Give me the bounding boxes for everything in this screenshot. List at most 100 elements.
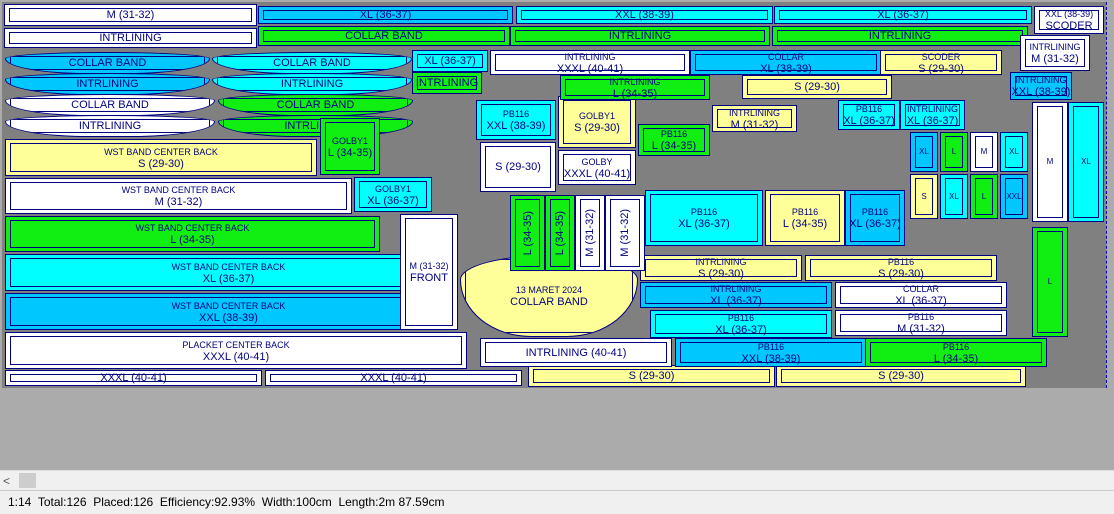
marker-piece[interactable]: XL [910, 132, 938, 172]
marker-piece[interactable]: PB116 S (29-30) [805, 255, 997, 281]
marker-piece[interactable]: M (31-32) [4, 4, 257, 26]
scroll-left-arrow-icon[interactable]: < [3, 474, 11, 488]
piece-size-label: M (31-32) [584, 209, 596, 257]
marker-piece[interactable]: PB116 L (34-35) [638, 124, 710, 156]
marker-piece[interactable]: M [1032, 102, 1068, 222]
piece-size-label: S (29-30) [878, 268, 924, 280]
marker-layout[interactable]: M (31-32) INTRLINING XL (36-37) XXL (38-39)… [2, 2, 1106, 388]
marker-piece[interactable]: PLACKET CENTER BACK XXXL (40-41) [5, 332, 467, 369]
marker-piece[interactable]: COLLAR BAND [5, 94, 215, 116]
piece-size-label: L (34-35) [651, 140, 697, 152]
marker-piece[interactable]: XXL (38-39) [516, 6, 773, 24]
marker-piece[interactable]: PB116 XL (36-37) [845, 190, 905, 246]
piece-label-secondary: WST BAND CENTER BACK [171, 261, 286, 272]
marker-piece[interactable]: INTRLINING S (29-30) [640, 255, 802, 281]
marker-piece[interactable]: XL (36-37) [258, 6, 513, 24]
piece-size-label: COLLAR BAND [68, 57, 147, 69]
marker-piece[interactable]: S (29-30) [528, 365, 775, 387]
marker-piece[interactable]: COLLAR XL (38-39) [690, 50, 882, 75]
marker-piece[interactable]: INTRLINING [5, 115, 215, 137]
piece-size-label: L (34-35) [170, 234, 215, 246]
piece-label-secondary: M (31-32) [409, 261, 449, 271]
marker-piece[interactable]: PB116 M (31-32) [835, 310, 1007, 336]
marker-piece[interactable]: XL [940, 174, 968, 219]
marker-piece[interactable]: M (31-32) [575, 195, 605, 271]
marker-piece[interactable]: L (34-35) [545, 195, 575, 271]
marker-piece[interactable]: WST BAND CENTER BACK M (31-32) [5, 178, 352, 214]
marker-piece[interactable]: COLLAR BAND [258, 26, 510, 46]
marker-piece[interactable]: INTRLINING [412, 72, 482, 94]
marker-piece[interactable]: WST BAND CENTER BACK S (29-30) [5, 139, 317, 176]
piece-size-label: XXL (38-39) [741, 352, 801, 365]
marker-piece[interactable]: INTRLINING [4, 28, 257, 48]
piece-label-secondary: XXL (38-39) [1044, 9, 1094, 19]
marker-piece[interactable]: INTRLINING [212, 73, 412, 95]
marker-piece[interactable]: XXL (38-39) SCODER [1034, 6, 1104, 34]
marker-piece[interactable]: COLLAR BAND [212, 52, 412, 74]
piece-label-secondary: WST BAND CENTER BACK [121, 185, 236, 195]
marker-piece[interactable]: XXXL (40-41) [265, 370, 522, 386]
marker-piece[interactable]: INTRLINING (40-41) [480, 338, 672, 367]
marker-canvas[interactable]: M (31-32) INTRLINING XL (36-37) XXL (38-39)… [0, 0, 1114, 470]
marker-piece[interactable]: PB116 XXL (38-39) [476, 100, 556, 140]
marker-piece[interactable]: M (31-32) FRONT [400, 214, 458, 330]
marker-piece[interactable]: COLLAR BAND [218, 94, 413, 116]
marker-piece[interactable]: XL (36-37) [412, 50, 488, 72]
scroll-thumb[interactable] [19, 473, 36, 488]
marker-piece[interactable]: S (29-30) [742, 75, 892, 99]
marker-piece[interactable]: INTRLINING XL (36-37) [900, 100, 965, 130]
marker-piece[interactable]: L [1032, 227, 1068, 337]
marker-piece[interactable]: INTRLINING M (31-32) [712, 105, 797, 132]
piece-size-label: INTRLINING [415, 77, 479, 89]
marker-piece[interactable]: INTRLINING [218, 115, 413, 137]
marker-piece[interactable]: INTRLINING XXL (38-39) [1010, 72, 1072, 100]
marker-piece[interactable]: GOLBY1 S (29-30) [558, 96, 636, 148]
piece-size-label: XXXL (40-41) [556, 62, 624, 75]
marker-piece[interactable]: PB116 L (34-35) [765, 190, 845, 246]
piece-size-label: XL (36-37) [710, 295, 762, 307]
marker-piece[interactable]: COLLAR BAND [5, 52, 210, 74]
marker-piece[interactable]: INTRLINING [5, 73, 210, 95]
marker-piece[interactable]: INTRLINING XXXL (40-41) [490, 50, 690, 75]
marker-piece[interactable]: PB116 XXL (38-39) [675, 338, 867, 367]
marker-piece[interactable]: GOLBY1 XL (36-37) [354, 177, 432, 212]
marker-piece[interactable]: XXXL (40-41) [5, 370, 262, 386]
horizontal-scrollbar[interactable]: < [0, 470, 1114, 491]
marker-piece[interactable]: L (34-35) [510, 195, 545, 271]
marker-piece[interactable]: INTRLINING L (34-35) [560, 75, 710, 100]
marker-piece[interactable]: PB116 XL (36-37) [645, 190, 763, 246]
marker-piece[interactable]: INTRLINING XL (36-37) [640, 282, 832, 308]
piece-size-label: L (34-35) [554, 210, 566, 256]
marker-piece[interactable]: M [970, 132, 998, 172]
marker-piece[interactable]: INTRLINING [772, 26, 1028, 46]
marker-piece[interactable]: PB116 XL (36-37) [650, 310, 832, 338]
marker-piece[interactable]: INTRLINING [510, 26, 770, 46]
piece-label-secondary: SCODER [921, 51, 961, 62]
marker-piece[interactable]: XL (36-37) [774, 6, 1032, 24]
piece-size-label: M [980, 147, 988, 156]
marker-piece[interactable]: WST BAND CENTER BACK L (34-35) [5, 216, 380, 252]
piece-size-label: XL [949, 191, 959, 201]
marker-piece[interactable]: M (31-32) [605, 195, 645, 271]
marker-piece[interactable]: XXL [1000, 174, 1028, 219]
marker-piece[interactable]: WST BAND CENTER BACK XL (36-37) [5, 254, 452, 291]
piece-size-label: XL (36-37) [849, 218, 901, 230]
marker-piece[interactable]: PB116 L (34-35) [865, 338, 1047, 367]
marker-piece[interactable]: GOLBY1 L (34-35) [320, 118, 380, 175]
marker-piece[interactable]: PB116 XL (36-37) [838, 100, 900, 130]
marker-piece[interactable]: XL [1068, 102, 1104, 222]
piece-label-secondary: INTRLINING [906, 104, 958, 114]
piece-size-label: XXL (38-39) [615, 9, 674, 21]
marker-piece[interactable]: L [970, 174, 998, 219]
marker-piece[interactable]: SCODER S (29-30) [880, 50, 1002, 75]
marker-piece[interactable]: S (29-30) [480, 142, 556, 192]
marker-piece[interactable]: S [910, 174, 938, 219]
marker-piece[interactable]: XL [1000, 132, 1028, 172]
marker-piece[interactable]: INTRLINING M (31-32) [1020, 35, 1090, 71]
marker-piece[interactable]: WST BAND CENTER BACK XXL (38-39) [5, 293, 452, 330]
marker-piece[interactable]: COLLAR XL (36-37) [835, 282, 1007, 308]
piece-size-label: XXXL (40-41) [100, 372, 167, 384]
marker-piece[interactable]: S (29-30) [776, 365, 1026, 387]
marker-piece[interactable]: GOLBY XXXL (40-41) [558, 150, 636, 185]
marker-piece[interactable]: L [940, 132, 968, 172]
